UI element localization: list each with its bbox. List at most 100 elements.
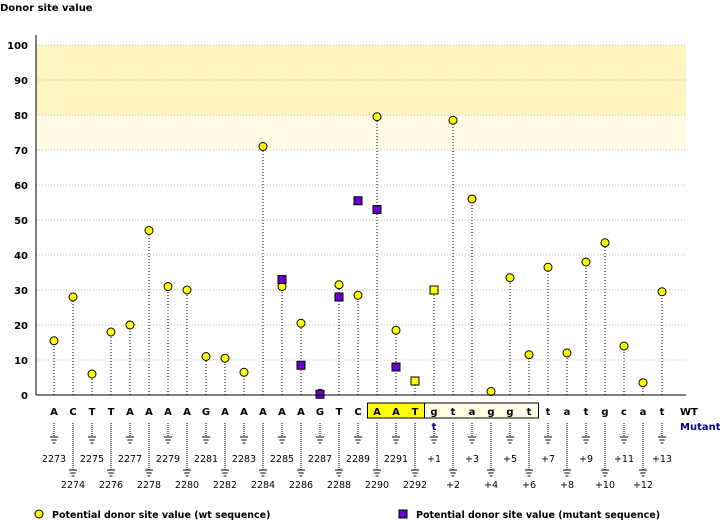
position-label: 2291 (384, 454, 408, 465)
position-label: 2290 (365, 480, 389, 491)
base-label: T (108, 407, 115, 418)
wt-point (543, 262, 553, 272)
position-label: 2287 (308, 454, 332, 465)
wt-point (391, 325, 401, 335)
wt-point (258, 142, 268, 151)
y-tick-label: 10 (14, 356, 28, 367)
mut-point (391, 362, 401, 372)
position-label: +10 (595, 480, 615, 491)
grid-layer (36, 44, 686, 361)
position-label: +5 (503, 454, 517, 465)
base-label: g (430, 407, 437, 418)
wt-point (239, 367, 249, 377)
base-label: A (373, 407, 381, 418)
wt-point (505, 273, 515, 283)
base-label: A (392, 407, 400, 418)
base-label: a (469, 407, 476, 418)
wt-point (638, 378, 648, 388)
position-label: 2288 (327, 480, 351, 491)
base-label: G (202, 407, 210, 418)
legend-mut-label: Potential donor site value (mutant seque… (416, 510, 660, 520)
mutant-row-label: Mutant (680, 422, 720, 433)
wt-point (524, 350, 534, 360)
position-label: +6 (522, 480, 536, 491)
wt-point (201, 352, 211, 361)
wt-point (163, 282, 173, 291)
wt-point (486, 387, 496, 396)
base-label: c (621, 407, 627, 418)
base-label: G (316, 407, 324, 418)
mut-point (353, 196, 363, 206)
position-label: 2286 (289, 480, 313, 491)
base-label: A (297, 407, 305, 418)
legend-wt-label: Potential donor site value (wt sequence) (52, 510, 270, 520)
label-layer: A 2273 C 2274 T 2275 T 2276 A 2277 A 2278 A 2279 A 2280… (42, 402, 698, 491)
wt-point (372, 112, 382, 122)
base-label: g (506, 407, 513, 418)
position-label: +11 (614, 454, 634, 465)
base-label: A (221, 407, 229, 418)
base-label: a (640, 407, 647, 418)
highlight-band-layer (36, 45, 686, 150)
wt-point (182, 285, 192, 295)
base-label: A (145, 407, 153, 418)
base-label: T (89, 407, 96, 418)
position-label: +9 (579, 454, 593, 465)
position-label: +2 (446, 480, 460, 491)
legend-wt-marker (34, 509, 44, 519)
position-label: 2283 (232, 454, 256, 465)
base-label: A (126, 407, 134, 418)
base-label: A (164, 407, 172, 418)
wt-point (68, 292, 78, 302)
position-label: 2274 (61, 480, 85, 491)
mut-point (372, 205, 382, 214)
base-label: A (183, 407, 191, 418)
y-tick-label: 70 (14, 146, 28, 157)
y-axis-title: Donor site value (0, 3, 93, 14)
position-label: 2275 (80, 454, 104, 465)
wt-point (619, 341, 629, 351)
mut-point (315, 389, 325, 399)
wt-point (220, 353, 230, 363)
wt-point (144, 226, 154, 235)
legend: Potential donor site value (wt sequence)… (34, 509, 660, 520)
base-label: t (660, 407, 665, 418)
position-label: +1 (427, 454, 441, 465)
y-tick-label: 40 (14, 251, 28, 262)
position-label: 2285 (270, 454, 294, 465)
base-label: C (69, 407, 76, 418)
position-label: +8 (560, 480, 574, 491)
wt-point (87, 369, 97, 379)
wt-point (49, 336, 59, 346)
wt-point (334, 280, 344, 290)
position-label: +7 (541, 454, 555, 465)
mut-point (410, 376, 420, 386)
stem-layer (53, 116, 663, 395)
position-label: +12 (633, 480, 653, 491)
wt-point (106, 327, 116, 337)
y-tick-label: 60 (14, 181, 28, 192)
position-label: 2282 (213, 480, 237, 491)
position-label: +3 (465, 454, 479, 465)
axis-layer: 0 10 20 30 40 50 60 70 80 90 100 (7, 35, 686, 402)
wt-point (581, 257, 591, 267)
base-label: A (259, 407, 267, 418)
highlight-band-fade (36, 115, 686, 150)
position-label: 2276 (99, 480, 123, 491)
y-tick-label: 50 (14, 216, 28, 227)
base-label: A (278, 407, 286, 418)
mut-point (429, 285, 439, 295)
base-label: A (50, 407, 58, 418)
mut-point (334, 292, 344, 302)
position-label: 2279 (156, 454, 180, 465)
position-label: 2289 (346, 454, 370, 465)
intron-box (424, 402, 539, 419)
wt-point (657, 287, 667, 297)
position-label: 2281 (194, 454, 218, 465)
y-tick-label: 90 (14, 76, 28, 87)
base-label: A (240, 407, 248, 418)
base-label: T (336, 407, 343, 418)
legend-mut-marker (398, 509, 408, 519)
base-label: a (564, 407, 571, 418)
